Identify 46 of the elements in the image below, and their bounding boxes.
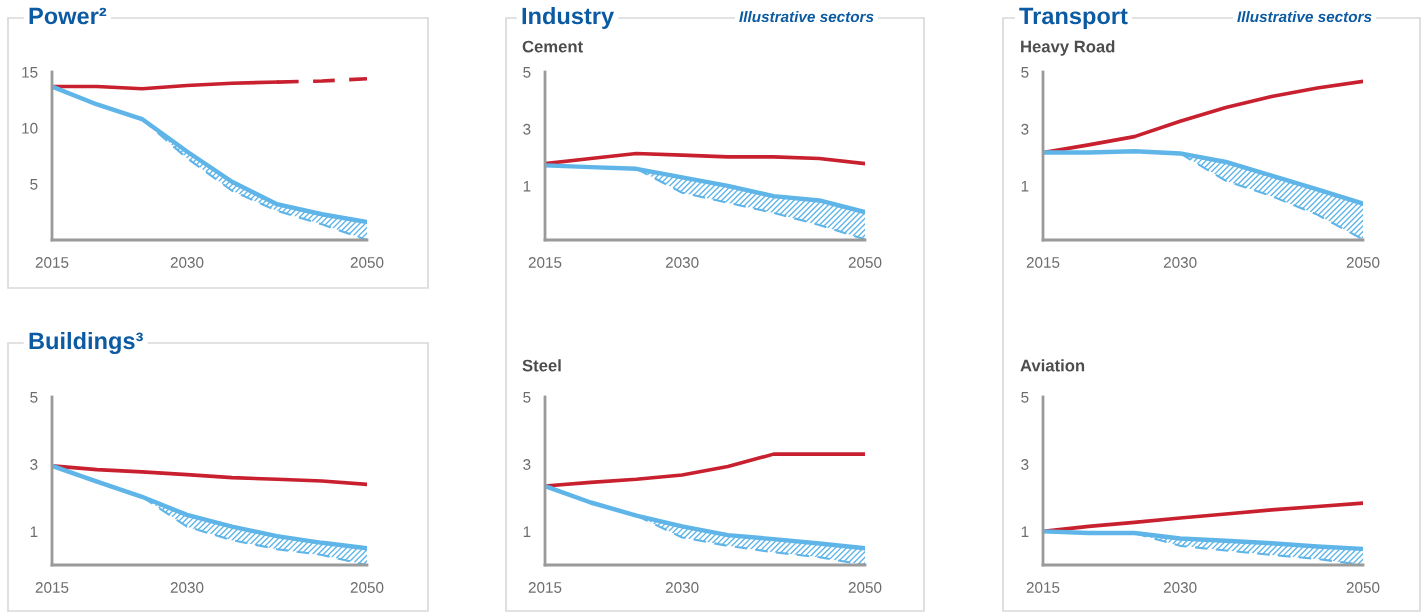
y-tick-label: 1	[523, 526, 531, 537]
y-tick-label: 3	[1021, 459, 1029, 470]
text: Illustrative sectors	[1237, 10, 1372, 23]
x-tick-label: 2015	[1026, 582, 1060, 593]
x-tick-label: 2015	[528, 582, 562, 593]
y-tick-label: 5	[523, 392, 531, 403]
y-tick-label: 10	[22, 122, 38, 134]
x-tick-label: 2050	[848, 582, 882, 593]
y-tick-label: 5	[1021, 67, 1029, 78]
x-tick-label: 2050	[1346, 582, 1380, 593]
y-tick-label: 3	[30, 459, 38, 470]
x-tick-label: 2050	[350, 257, 384, 268]
chart-title: Buildings³	[29, 331, 143, 355]
y-tick-label: 3	[523, 459, 531, 470]
chart-title: Transport	[1019, 7, 1128, 30]
chart-subtitle: Heavy Road	[1021, 40, 1115, 56]
x-tick-label: 2030	[665, 582, 699, 593]
x-tick-label: 2030	[170, 582, 204, 593]
text: Illustrative sectors	[739, 10, 874, 23]
x-tick-label: 2015	[35, 582, 69, 593]
y-tick-label: 1	[1021, 526, 1029, 537]
x-tick-label: 2030	[1163, 582, 1197, 593]
y-tick-label: 1	[523, 180, 531, 192]
chart-subtitle: Cement	[522, 40, 583, 53]
y-tick-label: 3	[1021, 123, 1029, 135]
chart-subtitle: Steel	[522, 359, 561, 372]
y-tick-label: 5	[523, 67, 531, 78]
y-tick-label: 15	[22, 67, 38, 78]
chart-title: Industry	[522, 7, 615, 30]
x-tick-label: 2050	[350, 582, 384, 593]
x-tick-label: 2015	[1026, 257, 1060, 268]
x-tick-label: 2030	[1163, 257, 1197, 268]
chart-subtitle: Aviation	[1020, 359, 1085, 372]
x-tick-label: 2015	[35, 257, 69, 268]
y-tick-label: 3	[523, 123, 531, 135]
x-tick-label: 2030	[665, 257, 699, 268]
y-tick-label: 5	[30, 392, 38, 403]
x-tick-label: 2030	[170, 257, 204, 268]
y-tick-label: 1	[1021, 180, 1029, 192]
y-tick-label: 5	[30, 179, 38, 190]
chart-title: Power²	[29, 7, 107, 25]
x-tick-label: 2015	[528, 257, 562, 268]
y-tick-label: 1	[30, 526, 38, 537]
x-tick-label: 2050	[1346, 257, 1380, 268]
y-tick-label: 5	[1021, 392, 1029, 403]
x-tick-label: 2050	[848, 257, 882, 268]
